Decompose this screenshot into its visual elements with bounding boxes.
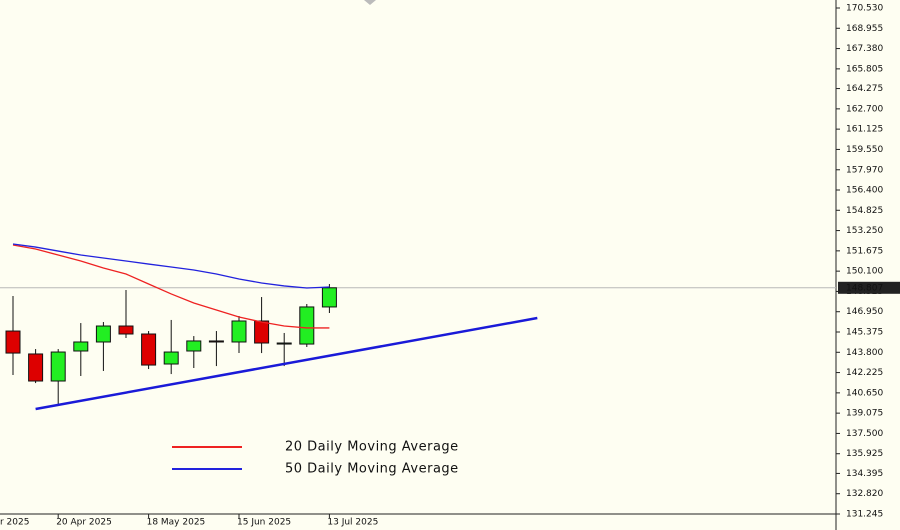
y-tick-label: 142.225 — [846, 368, 883, 378]
candle-body — [95, 325, 111, 343]
y-tick-label: 162.700 — [846, 104, 883, 114]
y-tick-label: 153.250 — [846, 226, 883, 236]
candle-body — [118, 325, 134, 335]
candle-body — [50, 351, 66, 382]
last-price-box — [838, 281, 900, 294]
y-tick-label: 161.125 — [846, 125, 883, 135]
trendline — [35, 316, 538, 411]
y-tick-label: 154.825 — [846, 206, 883, 216]
legend-label: 20 Daily Moving Average — [285, 440, 459, 455]
candle-body — [276, 342, 292, 345]
y-tick-label: 137.500 — [846, 429, 883, 439]
y-tick-label: 159.550 — [846, 145, 883, 155]
candle-body — [231, 320, 247, 343]
candle-body — [321, 287, 337, 308]
y-tick-label: 150.100 — [846, 267, 883, 277]
candle-body — [73, 341, 89, 352]
y-tick-label: 146.950 — [846, 307, 883, 317]
y-tick-label: 167.380 — [846, 44, 883, 54]
moving-average-line — [12, 243, 330, 289]
last-price-label: 148.807 — [846, 283, 883, 293]
y-tick-label: 139.075 — [846, 409, 883, 419]
y-tick-label: 164.275 — [846, 84, 883, 94]
candle-body — [299, 306, 315, 345]
candle-body — [141, 333, 157, 366]
x-tick-label: 13 Jul 2025 — [327, 518, 378, 528]
x-tick-label: r 2025 — [0, 518, 29, 528]
y-tick-label: 156.400 — [846, 185, 883, 195]
candle-body — [208, 340, 224, 343]
candle-body — [28, 353, 44, 382]
candle-body — [186, 340, 202, 352]
scroll-marker — [364, 0, 376, 5]
y-tick-label: 134.395 — [846, 469, 883, 479]
candle-body — [5, 330, 21, 354]
y-tick-label: 131.245 — [846, 510, 883, 520]
legend-label: 50 Daily Moving Average — [285, 462, 459, 477]
candle-body — [163, 351, 179, 365]
y-tick-label: 140.650 — [846, 388, 883, 398]
x-tick-label: 18 May 2025 — [147, 518, 206, 528]
y-tick-label: 143.800 — [846, 348, 883, 358]
x-tick-label: 20 Apr 2025 — [56, 518, 112, 528]
y-tick-label: 132.820 — [846, 489, 883, 499]
candle-body — [254, 320, 270, 344]
y-tick-label: 145.375 — [846, 328, 883, 338]
moving-average-line — [12, 244, 330, 329]
y-tick-label: 168.955 — [846, 24, 883, 34]
y-tick-label: 165.805 — [846, 64, 883, 74]
y-tick-label: 170.530 — [846, 4, 883, 14]
y-tick-label: 157.970 — [846, 165, 883, 175]
x-tick-label: 15 Jun 2025 — [237, 518, 291, 528]
y-tick-label: 151.675 — [846, 246, 883, 256]
y-tick-label: 135.925 — [846, 449, 883, 459]
